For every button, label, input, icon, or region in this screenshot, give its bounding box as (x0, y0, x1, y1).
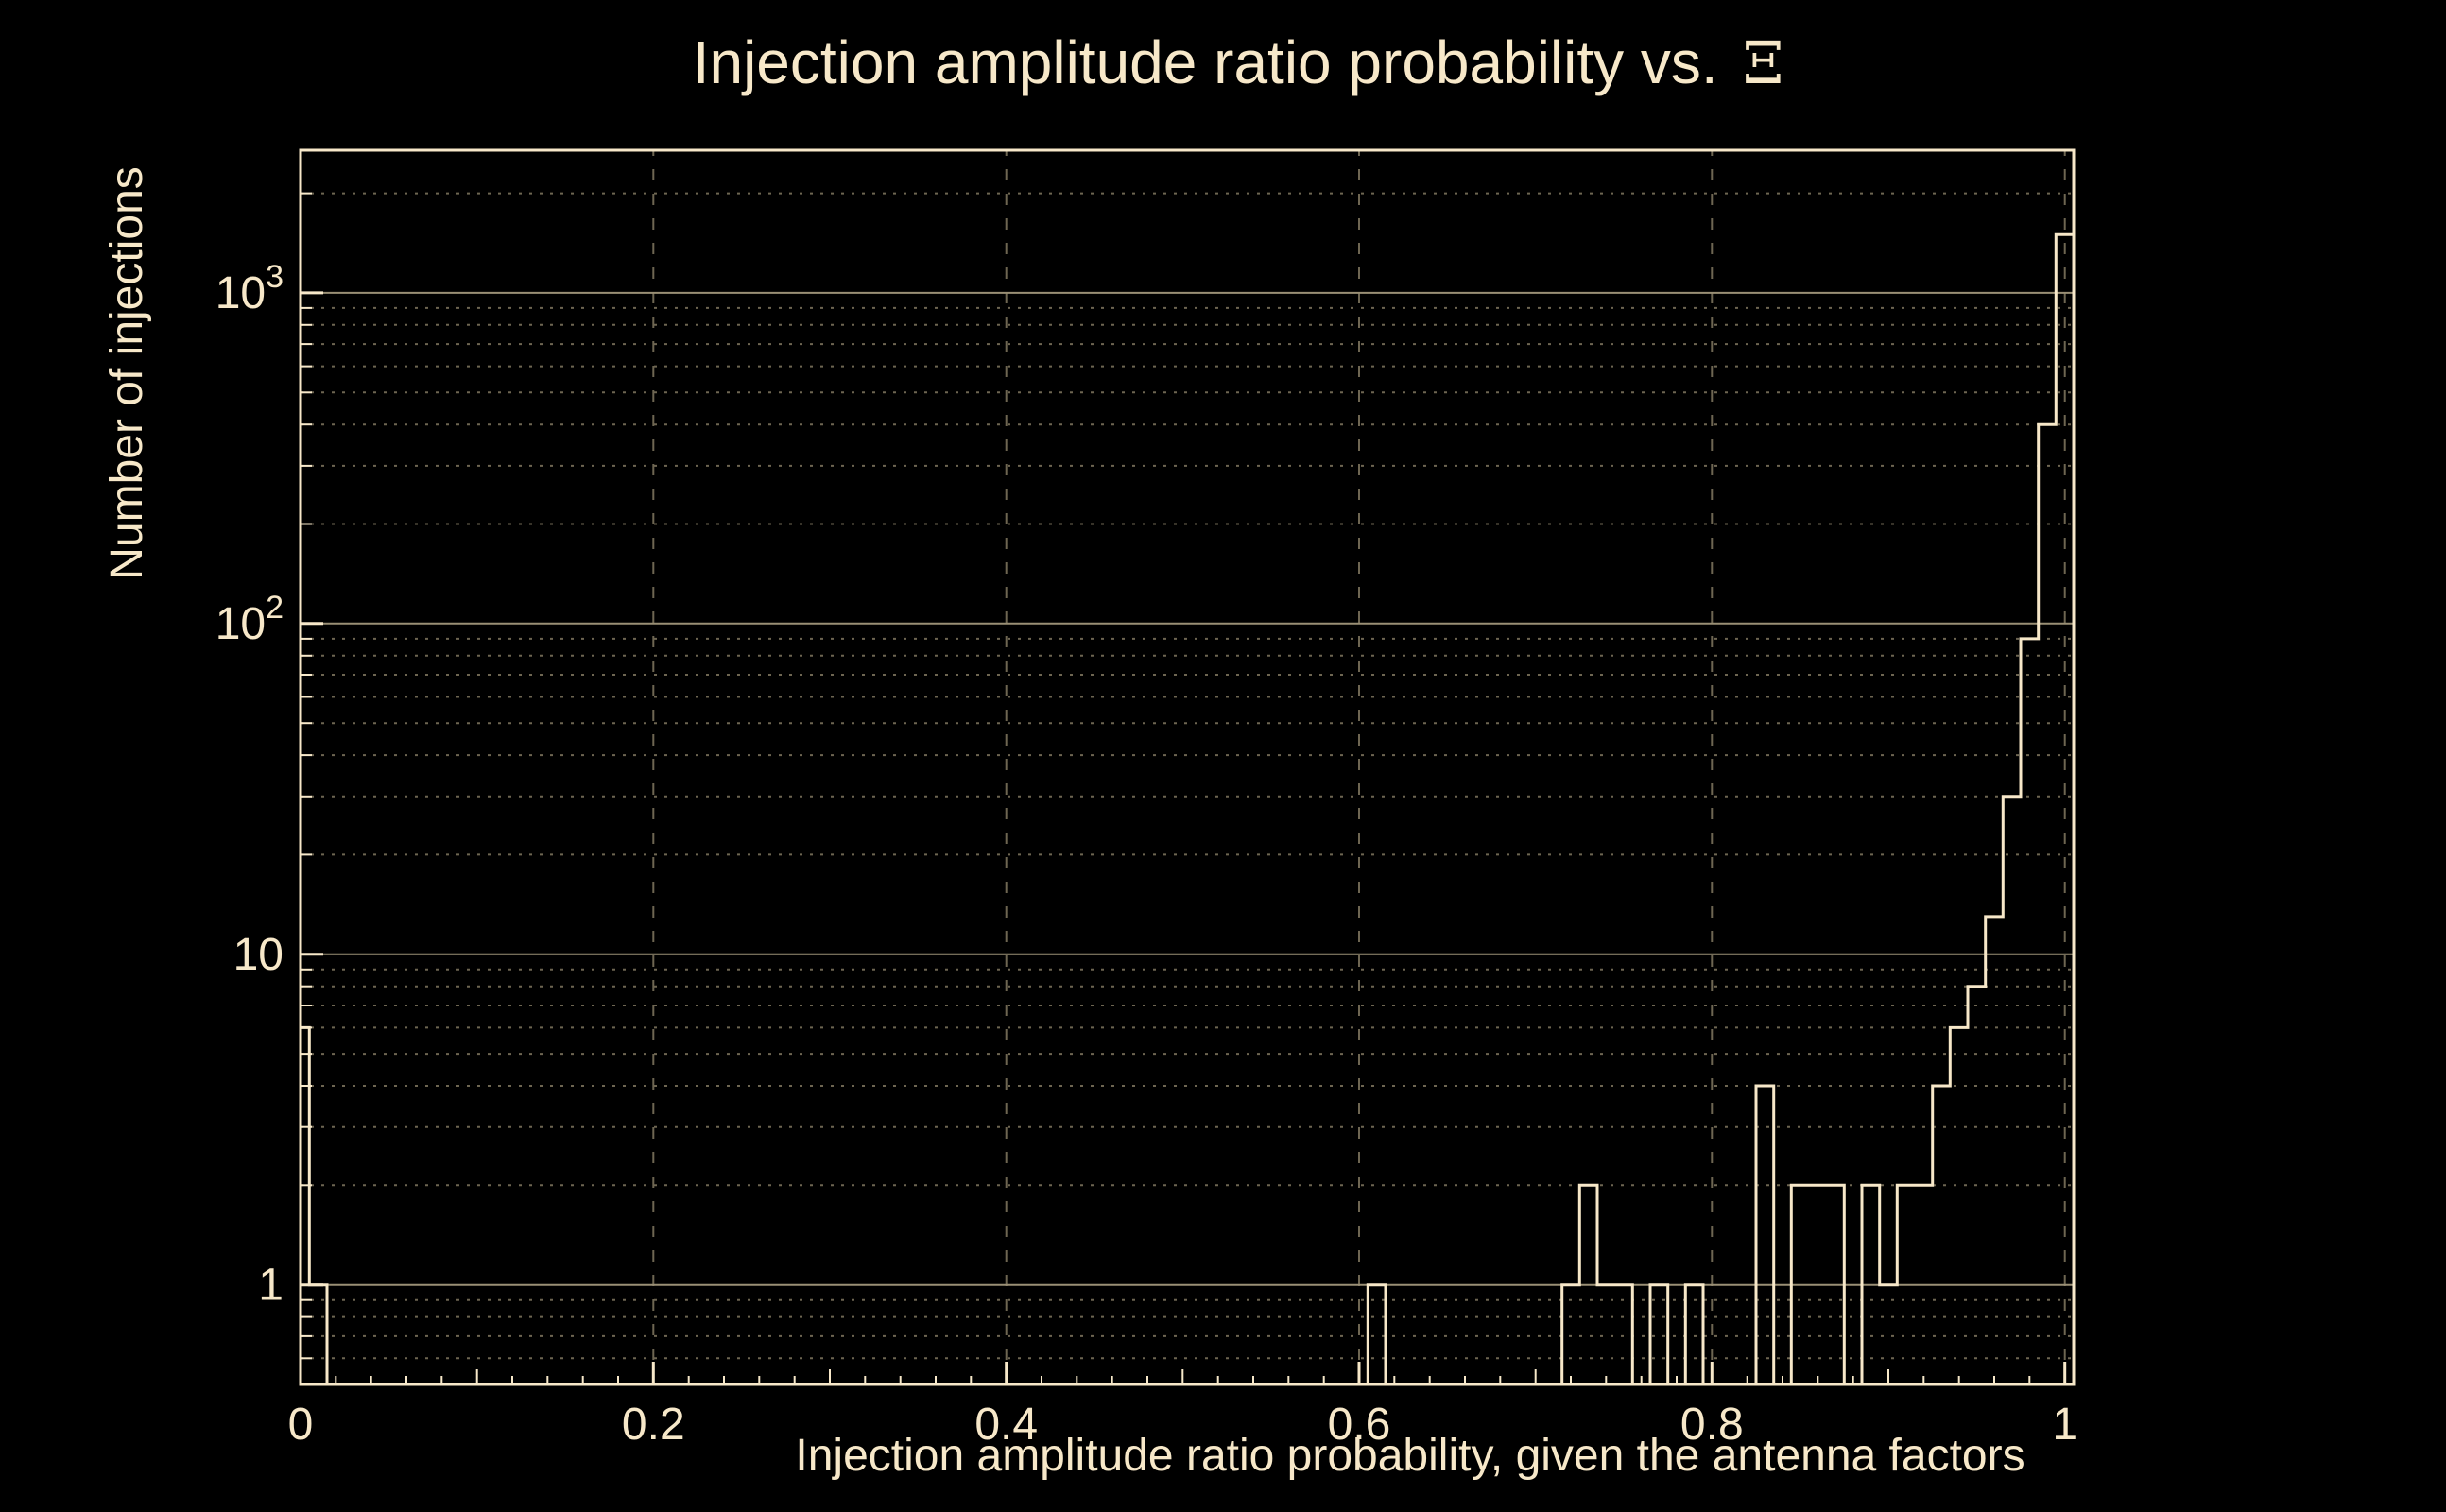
histogram-step-line (299, 232, 2076, 1386)
xi-symbol: Ξ (1743, 28, 1784, 97)
y-tick-label: 1 (258, 1261, 284, 1311)
x-axis-title: Injection amplitude ratio probability, g… (795, 1431, 2024, 1481)
axis-frame-and-ticks (299, 148, 2076, 1386)
grid-lines (301, 150, 2074, 1384)
plot-frame (299, 148, 2076, 1386)
x-tick-label: 0.6 (1328, 1400, 1391, 1450)
y-axis-title: Number of injections (102, 166, 152, 580)
chart-title-text: Injection amplitude ratio probability vs… (693, 28, 1718, 96)
x-tick-label: 1 (2052, 1400, 2077, 1450)
x-tick-label: 0.8 (1680, 1400, 1744, 1450)
y-tick-label: 10 (233, 930, 284, 980)
y-tick-label: 103 (215, 259, 284, 318)
y-tick-label: 102 (215, 590, 284, 649)
histogram-series (299, 232, 2076, 1386)
x-tick-label: 0 (288, 1400, 314, 1450)
tick-labels: 0 0.2 0.4 0.6 0.8 1 1 10 102 103 (215, 259, 2077, 1450)
chart-title: Injection amplitude ratio probability vs… (693, 28, 1784, 97)
x-tick-label: 0.2 (622, 1400, 685, 1450)
x-tick-label: 0.4 (974, 1400, 1038, 1450)
